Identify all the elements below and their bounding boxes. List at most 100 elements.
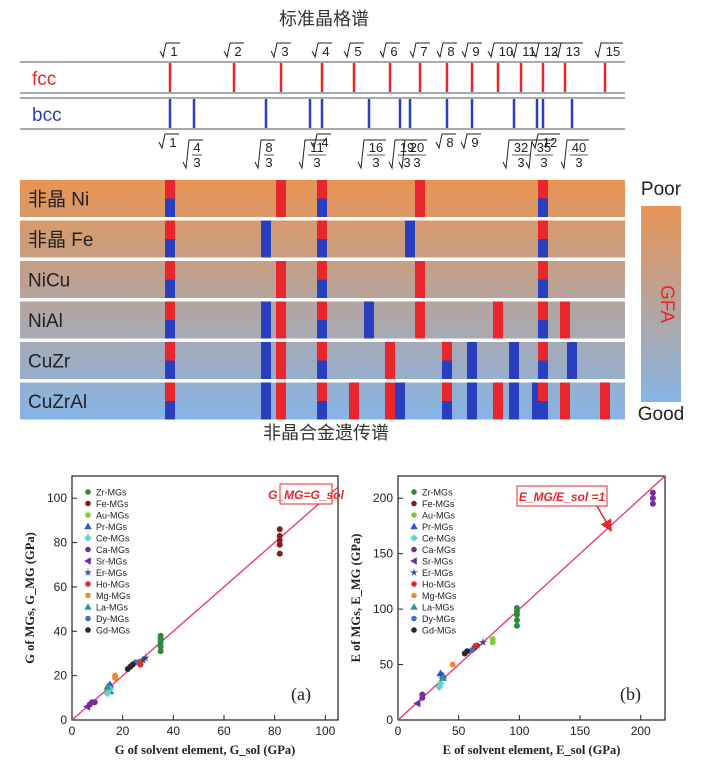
x-tick-label: 200 bbox=[631, 724, 651, 738]
row-bar-blue bbox=[317, 320, 327, 339]
row-bar-red bbox=[415, 180, 425, 217]
bcc-sqrt-label-8-3: 83 bbox=[254, 139, 275, 170]
bcc-sqrt-label-8: 8 bbox=[435, 133, 456, 150]
row-bar-blue bbox=[261, 382, 271, 420]
y-tick-label: 200 bbox=[373, 491, 393, 505]
row-bar-red bbox=[538, 261, 548, 280]
y-tick-label: 0 bbox=[60, 713, 67, 727]
legend-label: Pr-MGs bbox=[96, 522, 127, 532]
legend-marker bbox=[411, 512, 417, 518]
legend-item: Ho-MGs bbox=[411, 580, 456, 590]
row-bar-blue bbox=[567, 342, 577, 379]
legend-marker bbox=[85, 512, 91, 518]
legend-marker bbox=[85, 592, 91, 599]
series-Gd-MGs bbox=[461, 648, 471, 657]
data-point bbox=[276, 550, 283, 557]
row-bar-red bbox=[165, 342, 175, 361]
legend-marker bbox=[85, 500, 91, 507]
row-bar-blue bbox=[442, 360, 452, 379]
row-bar-red bbox=[493, 382, 503, 420]
row-bar-red bbox=[538, 220, 548, 239]
row-bar-blue bbox=[538, 279, 548, 298]
svg-text:E_MG/E_sol =1: E_MG/E_sol =1 bbox=[519, 490, 606, 504]
legend-item: La-MGs bbox=[84, 603, 129, 613]
sqrt-label-13: 13 bbox=[554, 42, 583, 59]
sqrt-label-2: 2 bbox=[223, 42, 244, 59]
series-Au-MGs bbox=[489, 636, 496, 646]
legend-item: Ca-MGs bbox=[85, 545, 130, 555]
row-bar-red bbox=[165, 180, 175, 199]
x-tick-label: 50 bbox=[452, 724, 466, 738]
data-point bbox=[138, 655, 148, 664]
legend-label: Pr-MGs bbox=[422, 522, 453, 532]
row-4: CuZr bbox=[20, 342, 625, 379]
bcc-sqrt-label-16-3: 163 bbox=[357, 139, 386, 170]
legend-item: Fe-MGs bbox=[85, 499, 129, 509]
row-3: NiAl bbox=[20, 301, 625, 339]
x-tick-label: 40 bbox=[167, 724, 181, 738]
row-bar-red bbox=[317, 261, 327, 280]
data-point bbox=[649, 495, 656, 502]
row-bar-red bbox=[165, 261, 175, 280]
legend-marker bbox=[85, 581, 91, 587]
row-bar-red bbox=[442, 382, 452, 401]
legend-label: Ce-MGs bbox=[96, 534, 130, 544]
data-point bbox=[137, 661, 144, 668]
legend-item: Mg-MGs bbox=[411, 591, 457, 601]
svg-text:15: 15 bbox=[606, 44, 620, 59]
row-bar-blue bbox=[532, 382, 542, 420]
row-0: 非晶 Ni bbox=[20, 180, 625, 217]
panel-letter: (a) bbox=[291, 684, 311, 705]
data-point bbox=[276, 532, 283, 539]
svg-text:11: 11 bbox=[522, 44, 536, 59]
data-point bbox=[276, 541, 283, 548]
sqrt-label-12: 12 bbox=[532, 42, 561, 59]
legend-marker bbox=[411, 500, 417, 507]
bcc-label: bcc bbox=[32, 105, 62, 126]
legend-label: Fe-MGs bbox=[96, 499, 129, 509]
svg-text:32: 32 bbox=[514, 140, 528, 155]
legend-label: Gd-MGs bbox=[422, 626, 457, 636]
data-point bbox=[649, 489, 656, 496]
svg-text:4: 4 bbox=[193, 140, 200, 155]
legend-marker bbox=[85, 627, 91, 633]
data-point bbox=[449, 661, 456, 668]
svg-text:40: 40 bbox=[572, 140, 586, 155]
legend-item: Er-MGs bbox=[409, 568, 453, 578]
sqrt-label-1: 1 bbox=[159, 42, 180, 59]
legend-marker bbox=[411, 581, 417, 587]
data-point bbox=[157, 632, 164, 639]
svg-text:10: 10 bbox=[499, 44, 513, 59]
x-axis-label: E of solvent element, E_sol (GPa) bbox=[443, 743, 621, 757]
y-tick-label: 150 bbox=[373, 547, 393, 561]
row-bar-red bbox=[600, 382, 610, 420]
fit-line-label: E_MG/E_sol =1 bbox=[516, 485, 608, 507]
fit-line-label: G_MG=G_sol bbox=[268, 483, 345, 505]
row-bar-red bbox=[317, 301, 327, 320]
row-bar-red bbox=[317, 220, 327, 239]
legend-item: La-MGs bbox=[410, 603, 455, 613]
row-bar-blue bbox=[165, 320, 175, 339]
legend-label: Mg-MGs bbox=[422, 591, 457, 601]
legend-label: Sr-MGs bbox=[422, 557, 453, 567]
legend-item: Au-MGs bbox=[85, 511, 130, 521]
data-point bbox=[141, 653, 150, 662]
data-point bbox=[438, 673, 447, 681]
series-Ce-MGs bbox=[435, 679, 445, 691]
row-bar-red bbox=[442, 342, 452, 361]
panel-a: 0 20 40 60 80 100 0 20 40 60 80 100 G_MG=G_sol Zr-MGs… bbox=[23, 475, 345, 757]
data-point bbox=[513, 622, 520, 629]
row-bar-red bbox=[317, 342, 327, 361]
legend-label: Er-MGs bbox=[96, 568, 127, 578]
svg-text:8: 8 bbox=[446, 135, 453, 150]
row-bar-red bbox=[560, 301, 570, 339]
svg-text:9: 9 bbox=[471, 135, 478, 150]
legend-label: Ca-MGs bbox=[96, 545, 130, 555]
bcc-sqrt-label-9: 9 bbox=[460, 133, 481, 150]
fcc-label: fcc bbox=[32, 69, 56, 90]
row-bar-red bbox=[560, 382, 570, 420]
legend-item: Au-MGs bbox=[411, 511, 456, 521]
row-bar-blue bbox=[317, 239, 327, 258]
legend-marker bbox=[411, 489, 417, 495]
